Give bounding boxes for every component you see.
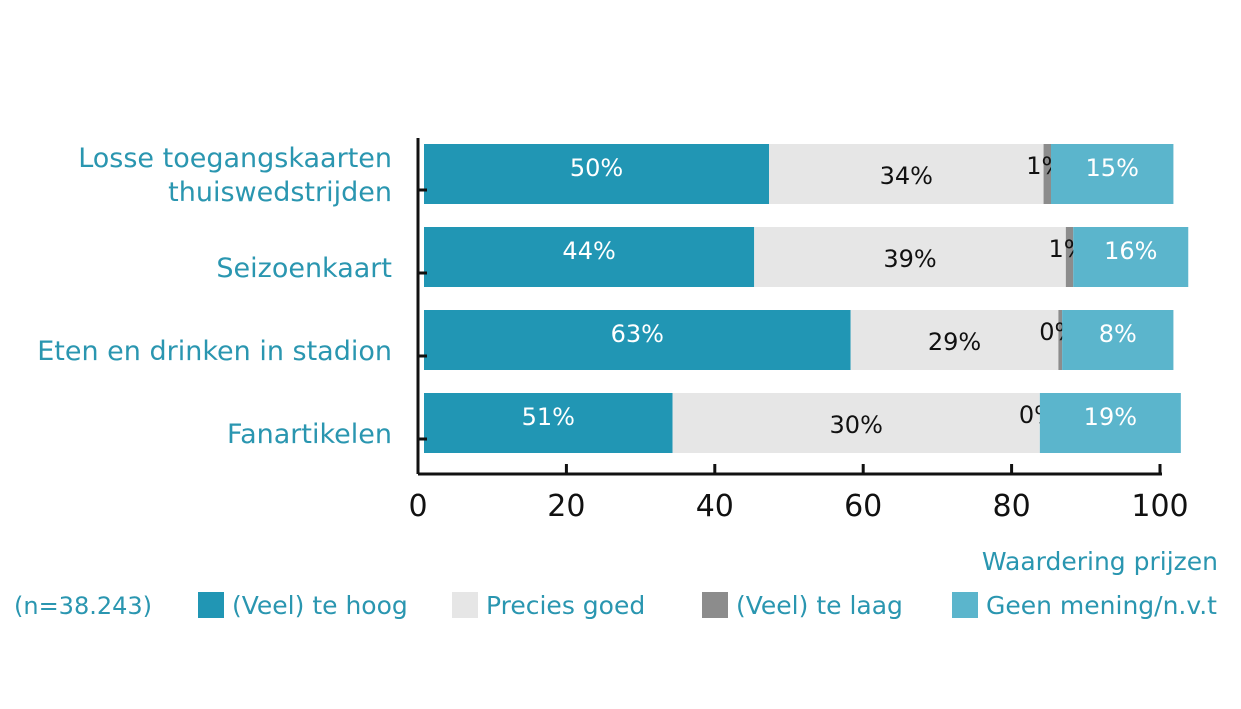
- bar-segment: [850, 310, 1059, 370]
- segment-label: 51%: [522, 403, 575, 431]
- bar-segment: [1073, 227, 1189, 287]
- bar-segment: [424, 144, 770, 204]
- x-tick-label: 40: [696, 489, 734, 524]
- segment-label: 39%: [883, 245, 936, 273]
- segment-label: 63%: [611, 320, 664, 348]
- category-label: Fanartikelen: [227, 419, 392, 450]
- legend: (Veel) te hoog Precies goed (Veel) te laag…: [198, 591, 1217, 620]
- bar-segment: [769, 144, 1044, 204]
- x-axis-title: Waardering prijzen: [982, 547, 1218, 576]
- category-label: Losse toegangskaarten: [78, 143, 392, 174]
- segment-label: 19%: [1084, 403, 1137, 431]
- bar-segment: [424, 310, 851, 370]
- bar-segment: [1058, 310, 1063, 370]
- legend-swatch: [198, 592, 224, 618]
- bar-segment: [1050, 144, 1174, 204]
- sample-size-note: (n=38.243): [14, 592, 152, 620]
- segment-label: 15%: [1086, 154, 1139, 182]
- axes-group: 0 20 40 60 80 100: [408, 138, 1189, 524]
- category-label: thuiswedstrijden: [168, 177, 392, 208]
- x-tick-label: 100: [1131, 489, 1188, 524]
- legend-swatch: [952, 592, 978, 618]
- legend-swatch: [452, 592, 478, 618]
- segment-label: 8%: [1099, 320, 1137, 348]
- x-tick-label: 20: [547, 489, 585, 524]
- x-tick-label: 60: [844, 489, 882, 524]
- bar-segment: [754, 227, 1066, 287]
- segment-label: 29%: [928, 328, 981, 356]
- legend-label: Precies goed: [486, 591, 645, 620]
- bar-segment: [1043, 144, 1051, 204]
- legend-label: (Veel) te hoog: [232, 591, 408, 620]
- bar-segment: [672, 393, 1040, 453]
- bars-group: 50% 34% 1% 15%44% 39% 1% 16%63% 29% 0% 8%51% 30% 0%…: [424, 144, 1189, 453]
- category-label: Seizoenkaart: [216, 253, 392, 284]
- legend-label: Geen mening/n.v.t: [986, 591, 1217, 620]
- segment-label: 16%: [1104, 237, 1157, 265]
- segment-label: 34%: [880, 162, 933, 190]
- bar-segment: [1039, 393, 1181, 453]
- bar-segment: [424, 227, 755, 287]
- bar-segment: [424, 393, 673, 453]
- segment-label: 44%: [562, 237, 615, 265]
- category-label: Eten en drinken in stadion: [37, 336, 392, 367]
- legend-swatch: [702, 592, 728, 618]
- x-tick-label: 80: [993, 489, 1031, 524]
- legend-label: (Veel) te laag: [736, 591, 903, 620]
- segment-label: 50%: [570, 154, 623, 182]
- x-tick-label: 0: [408, 489, 427, 524]
- bar-segment: [1065, 227, 1074, 287]
- bar-segment: [1062, 310, 1174, 370]
- segment-label: 30%: [830, 411, 883, 439]
